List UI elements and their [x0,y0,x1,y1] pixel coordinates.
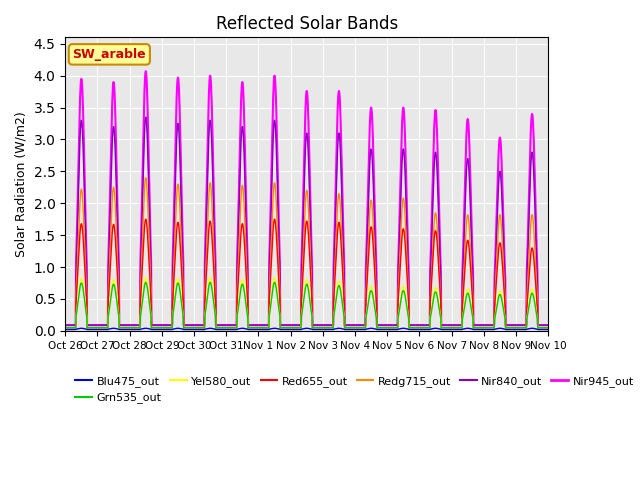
Text: SW_arable: SW_arable [72,48,146,61]
Red655_out [460,279,468,285]
Nir945_out [381,322,388,328]
Redg715_out [460,266,468,272]
Nir945_out [460,216,468,221]
Line: Grn535_out: Grn535_out [65,282,548,328]
Blu475_out [545,327,552,333]
Grn535_out [545,325,552,331]
Grn535_out [61,325,69,331]
Y-axis label: Solar Radiation (W/m2): Solar Radiation (W/m2) [15,111,28,257]
Nir840_out [263,322,271,328]
Grn535_out [502,325,509,331]
Grn535_out [381,325,388,331]
Blu475_out [252,327,259,333]
Blu475_out [61,327,69,333]
Nir945_out [502,322,509,328]
Grn535_out [263,325,271,331]
Red655_out [502,325,509,331]
Red655_out [142,216,150,222]
Blu475_out [502,327,509,333]
Legend: Blu475_out, Grn535_out, Yel580_out, Red655_out, Redg715_out, Nir840_out, Nir945_: Blu475_out, Grn535_out, Yel580_out, Red6… [71,372,638,408]
Line: Nir945_out: Nir945_out [65,71,548,325]
Yel580_out [142,275,150,281]
Blu475_out [168,327,176,333]
Yel580_out [168,325,176,331]
Nir840_out [381,322,388,328]
Grn535_out [252,325,259,331]
Yel580_out [460,305,468,311]
Redg715_out [381,325,388,331]
Line: Red655_out: Red655_out [65,219,548,328]
Red655_out [252,325,259,331]
Grn535_out [142,279,150,285]
Red655_out [263,325,271,331]
Title: Reflected Solar Bands: Reflected Solar Bands [216,15,398,33]
Redg715_out [252,325,259,331]
Yel580_out [61,325,69,331]
Nir840_out [545,322,552,328]
Yel580_out [381,325,388,331]
Grn535_out [460,307,468,312]
Yel580_out [545,325,552,331]
Nir945_out [545,322,552,328]
Line: Yel580_out: Yel580_out [65,278,548,328]
Yel580_out [502,325,509,331]
Blu475_out [460,326,468,332]
Nir945_out [252,322,259,328]
Yel580_out [263,325,271,331]
Redg715_out [502,325,509,331]
Red655_out [545,325,552,331]
Nir945_out [142,68,150,74]
Red655_out [381,325,388,331]
Redg715_out [263,325,271,331]
Red655_out [168,325,176,331]
Blu475_out [381,327,388,333]
Grn535_out [168,325,176,331]
Nir840_out [168,322,176,328]
Nir945_out [168,322,176,328]
Red655_out [61,325,69,331]
Nir840_out [252,322,259,328]
Line: Nir840_out: Nir840_out [65,117,548,325]
Line: Redg715_out: Redg715_out [65,178,548,328]
Nir840_out [460,236,468,241]
Yel580_out [252,325,259,331]
Redg715_out [61,325,69,331]
Line: Blu475_out: Blu475_out [65,328,548,330]
Nir840_out [61,322,69,328]
Blu475_out [77,325,85,331]
Redg715_out [168,325,176,331]
Nir840_out [502,322,509,328]
Redg715_out [545,325,552,331]
Nir945_out [263,322,271,328]
Nir840_out [142,114,150,120]
Redg715_out [142,175,150,180]
Nir945_out [61,322,69,328]
Blu475_out [263,327,271,333]
